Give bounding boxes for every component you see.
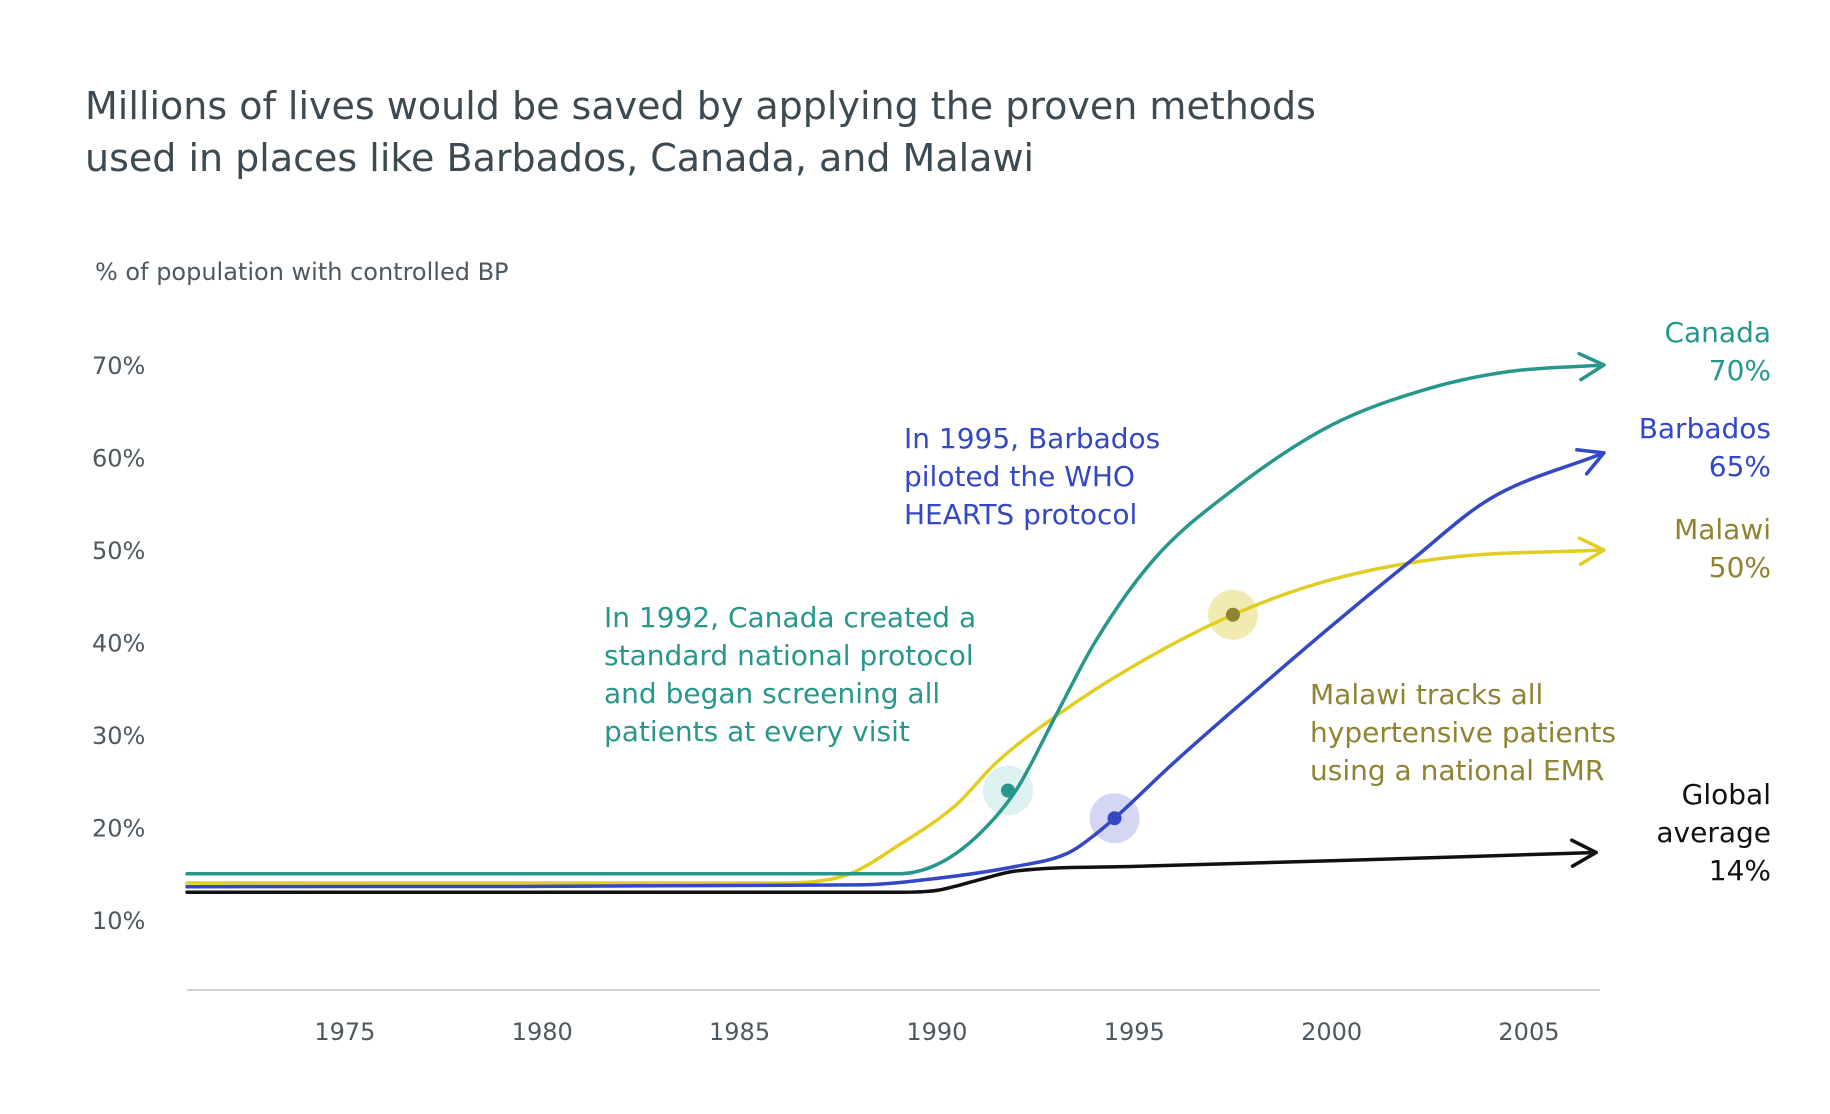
series-arrow-malawi [1577,536,1606,566]
chart-title-line-1: Millions of lives would be saved by appl… [85,84,1316,128]
y-tick-label-10: 10% [92,907,145,935]
x-tick-label-1995: 1995 [1104,1018,1165,1046]
x-tick-label-2005: 2005 [1498,1018,1559,1046]
x-tick-label-1980: 1980 [512,1018,573,1046]
y-tick-label-20: 20% [92,815,145,843]
x-tick-label-1975: 1975 [314,1018,375,1046]
end-label-global-average-line-3: 14% [1709,854,1771,887]
x-tick-label-1985: 1985 [709,1018,770,1046]
series-line-global-average [185,850,1598,895]
highlight-dots [1000,607,1240,826]
highlight-dot-canada [1000,783,1015,798]
annotation-canada: In 1992, Canada created a standard nation… [604,601,976,748]
end-label-barbados: Barbados 65% [1639,412,1771,483]
x-tick-label-1990: 1990 [906,1018,967,1046]
highlight-dot-barbados [1107,811,1122,826]
end-label-malawi-line-2: 50% [1709,551,1771,584]
end-label-malawi-line-1: Malawi [1674,513,1771,546]
y-tick-label-40: 40% [92,630,145,658]
annotation-canada-line-3: and began screening all [604,677,940,710]
end-label-barbados-line-1: Barbados [1639,412,1771,445]
annotation-barbados-line-2: piloted the WHO [904,460,1135,493]
y-tick-label-70: 70% [92,352,145,380]
series-line-malawi [185,548,1606,885]
end-label-global-average: Global average 14% [1656,778,1771,887]
annotation-malawi-line-3: using a national EMR [1310,754,1604,787]
highlight-halos [982,589,1258,844]
end-label-global-average-line-1: Global [1682,778,1771,811]
axis-layer: 1975 1980 1985 1990 1995 2000 2005 10% 20% 30% 40%… [92,352,1600,1046]
series-lines [185,351,1606,895]
y-axis-label: % of population with controlled BP [95,258,509,286]
annotation-barbados-line-3: HEARTS protocol [904,498,1137,531]
end-label-canada-line-1: Canada [1664,316,1771,349]
y-tick-label-50: 50% [92,537,145,565]
annotation-canada-line-1: In 1992, Canada created a [604,601,976,634]
annotation-malawi-line-1: Malawi tracks all [1310,678,1543,711]
y-tick-label-60: 60% [92,445,145,473]
series-line-canada [185,363,1606,876]
text-labels: Global average 14% Malawi 50% Barbados 65% Cana… [604,316,1771,887]
end-label-canada: Canada 70% [1664,316,1771,387]
series-arrow-barbados [1575,448,1606,476]
chart-title: Millions of lives would be saved by appl… [85,80,1585,184]
end-label-malawi: Malawi 50% [1674,513,1771,584]
annotation-canada-line-4: patients at every visit [604,715,910,748]
series-arrow-global-average [1569,838,1598,868]
end-label-global-average-line-2: average [1656,816,1771,849]
annotation-malawi: Malawi tracks all hypertensive patients us… [1310,678,1616,787]
end-label-barbados-line-2: 65% [1709,450,1771,483]
annotation-malawi-line-2: hypertensive patients [1310,716,1616,749]
y-tick-label-30: 30% [92,722,145,750]
end-label-canada-line-2: 70% [1709,354,1771,387]
annotation-canada-line-2: standard national protocol [604,639,974,672]
annotation-barbados: In 1995, Barbados piloted the WHO HEARTS p… [904,422,1160,531]
series-arrow-canada [1577,351,1606,382]
chart-title-line-2: used in places like Barbados, Canada, an… [85,136,1035,180]
highlight-dot-malawi [1225,607,1240,622]
annotation-barbados-line-1: In 1995, Barbados [904,422,1160,455]
x-tick-label-2000: 2000 [1301,1018,1362,1046]
